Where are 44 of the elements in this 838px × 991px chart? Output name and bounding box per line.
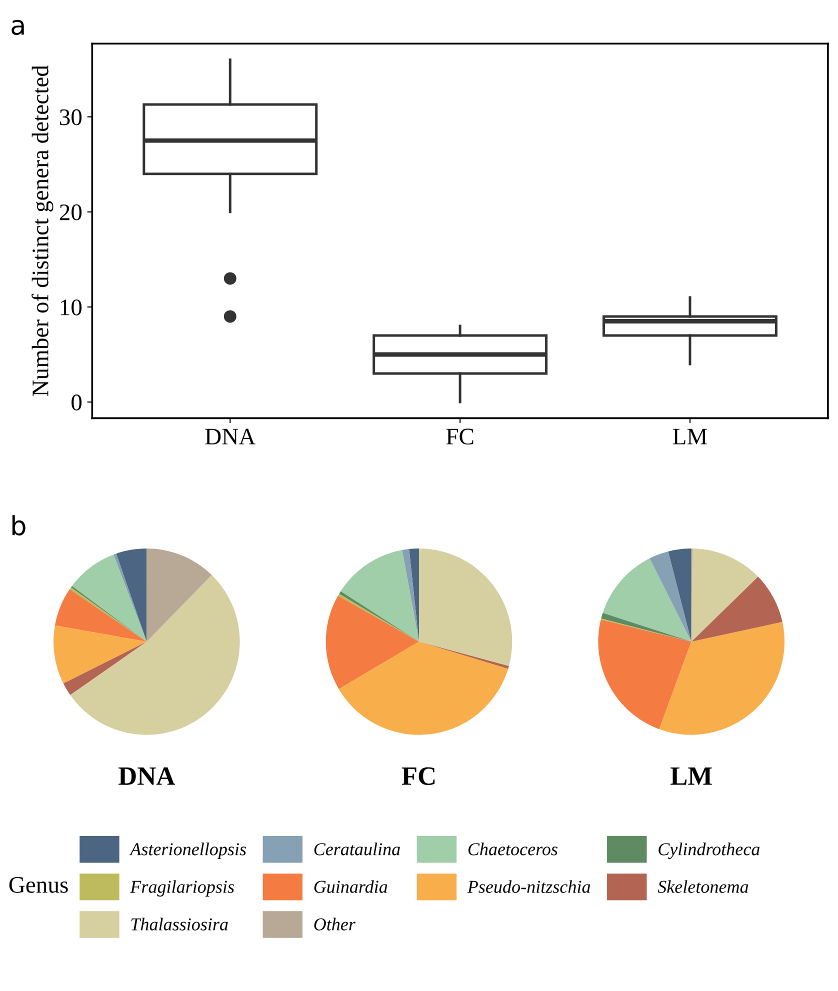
legend-label: Skeletonema [658,880,748,893]
y-tick-label: 10 [60,299,82,316]
pie-slice [650,551,692,642]
pie-slice [338,642,508,735]
y-axis-title: Number of distinct genera detected [32,65,54,396]
pie-slice [691,576,782,642]
pie-slice [691,548,758,642]
pie-slice [54,625,147,684]
text: FC [402,767,435,786]
pie-slice [54,589,147,642]
pie-slice [598,620,692,730]
x-tick-label: DNA [205,428,256,444]
legend-label: Other [314,918,356,930]
text: a [12,20,24,36]
pie-slice [146,548,212,642]
pie-slice [63,642,147,695]
text: b [12,515,26,536]
pie-slice [409,548,419,642]
pie-slice [72,554,147,642]
pie-slice [70,574,240,735]
y-tick-label: 20 [60,204,82,220]
legend-label: Fragilariopsis [130,880,234,897]
x-tick-label: LM [672,428,708,444]
legend-label: Asterionellopsis [129,842,246,860]
legend-title: Genus [9,876,68,893]
text: LM [670,767,712,785]
pie-slice [419,548,512,666]
pie-slice [402,549,419,642]
legend-label: Thalassiosira [131,918,228,930]
legend-label: Cylindrotheca [658,842,760,860]
pie-slice [340,550,419,642]
pie-slice [601,612,692,642]
legend-label: Guinardia [314,880,388,893]
pie-slice [668,548,692,642]
pie-slice [326,596,419,690]
x-tick-label: FC [446,428,474,445]
y-tick-label: 30 [60,109,82,126]
text: DNA [118,767,176,785]
y-tick-label: 0 [72,394,82,410]
legend-label: Chaetoceros [468,842,558,856]
legend-label: Pseudo-nitzschia [467,880,590,893]
legend-label: Cerataulina [314,842,400,856]
pie-slice [659,622,784,735]
pie-slice [602,558,692,642]
